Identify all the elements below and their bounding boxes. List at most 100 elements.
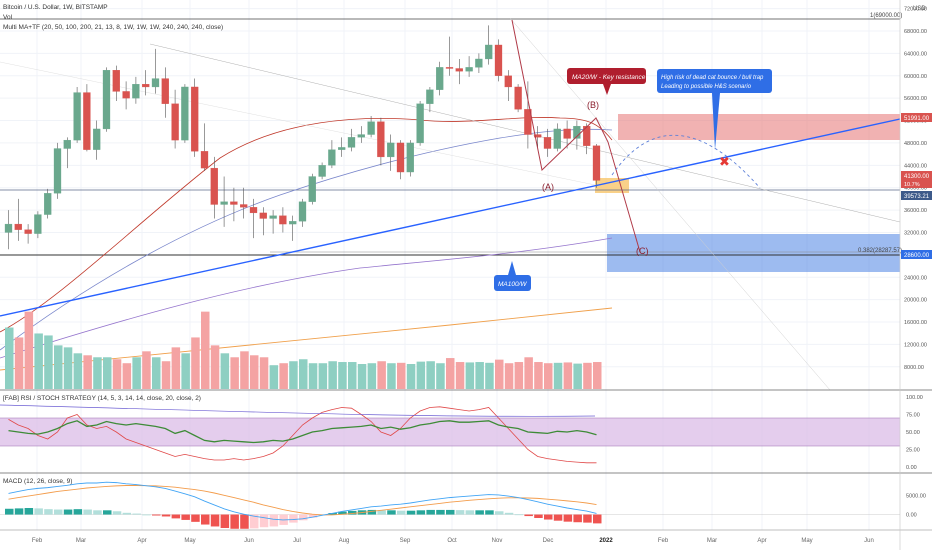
- volume-bar-19: [191, 337, 200, 389]
- volume-bars: [5, 311, 602, 389]
- candle-body-38: [377, 121, 385, 158]
- macd-hist-bar-54: [534, 514, 543, 518]
- time-tick-8: Oct: [447, 538, 457, 544]
- trend-line: [0, 118, 901, 317]
- macd-hist-bar-25: [250, 514, 259, 529]
- candle-4: [44, 188, 52, 219]
- candle-54: [534, 126, 542, 149]
- macd-axis[interactable]: 5000.00 0.00: [906, 493, 926, 518]
- macd-hist-bar-20: [201, 514, 210, 525]
- time-tick-4: Jun: [244, 538, 254, 544]
- candle-body-53: [524, 109, 532, 135]
- candle-26: [259, 207, 267, 236]
- time-axis[interactable]: Feb Mar Apr May Jun Jul Aug Sep Oct Nov Dec 2022 Feb…: [32, 538, 874, 544]
- macd-hist-bar-30: [299, 514, 308, 521]
- volume-bar-30: [299, 359, 308, 389]
- macd-hist-bar-38: [377, 510, 386, 515]
- time-tick-13: Mar: [707, 538, 717, 544]
- candle-body-7: [73, 92, 81, 141]
- price-axis[interactable]: 72000.00 68000.00 64000.00 60000.00 56000.00…: [904, 7, 927, 371]
- volume-bar-7: [73, 353, 83, 389]
- candle-body-45: [445, 67, 454, 69]
- candle-body-8: [83, 92, 91, 150]
- candle-body-56: [553, 128, 561, 149]
- price-tick-10: 32000.00: [904, 230, 927, 236]
- candle-11: [112, 65, 120, 101]
- time-tick-11: 2022: [599, 538, 613, 544]
- macd-hist-bar-57: [563, 514, 573, 522]
- candle-body-49: [485, 44, 493, 60]
- candle-24: [240, 187, 248, 219]
- volume-bar-49: [485, 362, 494, 389]
- price-tick-13: 20000.00: [904, 298, 927, 304]
- volume-bar-15: [152, 357, 161, 389]
- candle-body-25: [249, 207, 258, 214]
- macd-hist-bar-23: [230, 514, 239, 529]
- price-tag-current-text: 41300.00: [904, 174, 930, 180]
- volume-bar-34: [338, 362, 347, 389]
- volume-bar-9: [93, 357, 102, 389]
- time-tick-12: Feb: [658, 538, 669, 544]
- support-zone: [607, 234, 900, 272]
- candle-52: [514, 84, 522, 113]
- rsi-axis[interactable]: 100.00 75.00 50.00 25.00 0.00: [906, 395, 923, 471]
- volume-bar-25: [250, 355, 259, 389]
- candle-2: [24, 224, 32, 244]
- volume-bar-32: [318, 363, 328, 389]
- candle-42: [416, 100, 424, 146]
- macd-hist-bar-42: [416, 510, 426, 515]
- macd-hist-bar-18: [181, 514, 190, 520]
- volume-bar-41: [406, 364, 416, 389]
- volume-bar-5: [54, 345, 63, 389]
- trap-callout[interactable]: High risk of dead cat bounce / bull trap…: [657, 69, 772, 150]
- volume-bar-37: [367, 363, 377, 389]
- candle-body-47: [465, 67, 473, 72]
- candle-body-2: [24, 229, 32, 234]
- macd-hist-bar-37: [367, 509, 377, 515]
- candle-6: [63, 137, 71, 169]
- volume-bar-26: [259, 357, 269, 389]
- macd-hist-bar-53: [524, 514, 533, 517]
- time-tick-10: Dec: [543, 538, 554, 544]
- candle-body-9: [93, 128, 101, 150]
- volume-bar-45: [446, 358, 455, 389]
- candle-body-14: [142, 84, 150, 88]
- macd-hist-bar-59: [583, 514, 592, 523]
- fib-label: 0.382(28287.57): [858, 248, 902, 254]
- volume-bar-48: [475, 362, 484, 389]
- candle-body-36: [357, 134, 365, 138]
- volume-bar-29: [289, 361, 298, 389]
- price-tick-15: 12000.00: [904, 342, 927, 348]
- candle-body-59: [583, 125, 591, 146]
- candle-body-20: [200, 151, 209, 169]
- candle-5: [53, 142, 62, 199]
- candle-32: [318, 162, 326, 180]
- rsi-tick-0: 100.00: [906, 395, 923, 401]
- candle-36: [357, 126, 365, 143]
- price-tick-0: 72000.00: [904, 7, 927, 13]
- volume-bar-59: [583, 362, 592, 389]
- candle-body-19: [191, 86, 199, 152]
- macd-hist-bar-7: [73, 509, 83, 515]
- time-tick-15: May: [801, 538, 812, 544]
- volume-bar-1: [14, 337, 24, 389]
- macd-hist-bar-22: [220, 514, 230, 528]
- time-tick-5: Jul: [293, 538, 301, 544]
- price-tag-support: 39573.21: [901, 191, 932, 200]
- ma100-callout[interactable]: MA100/W: [494, 261, 531, 291]
- candle-57: [563, 120, 571, 149]
- price-tag-support-text: 39573.21: [904, 194, 930, 200]
- volume-bar-6: [63, 347, 73, 389]
- ma100-line: [0, 237, 613, 359]
- resistance-callout[interactable]: MA20/W - Key resistance: [567, 68, 646, 95]
- candle-0: [4, 210, 13, 250]
- candle-body-55: [543, 137, 552, 149]
- candle-body-44: [436, 67, 444, 90]
- price-tick-16: 8000.00: [904, 365, 924, 371]
- candle-30: [298, 198, 307, 227]
- cross-mark: ✖: [719, 154, 730, 169]
- rsi-tick-3: 25.00: [906, 448, 920, 454]
- macd-hist-bar-17: [171, 514, 181, 519]
- time-tick-9: Nov: [492, 538, 503, 544]
